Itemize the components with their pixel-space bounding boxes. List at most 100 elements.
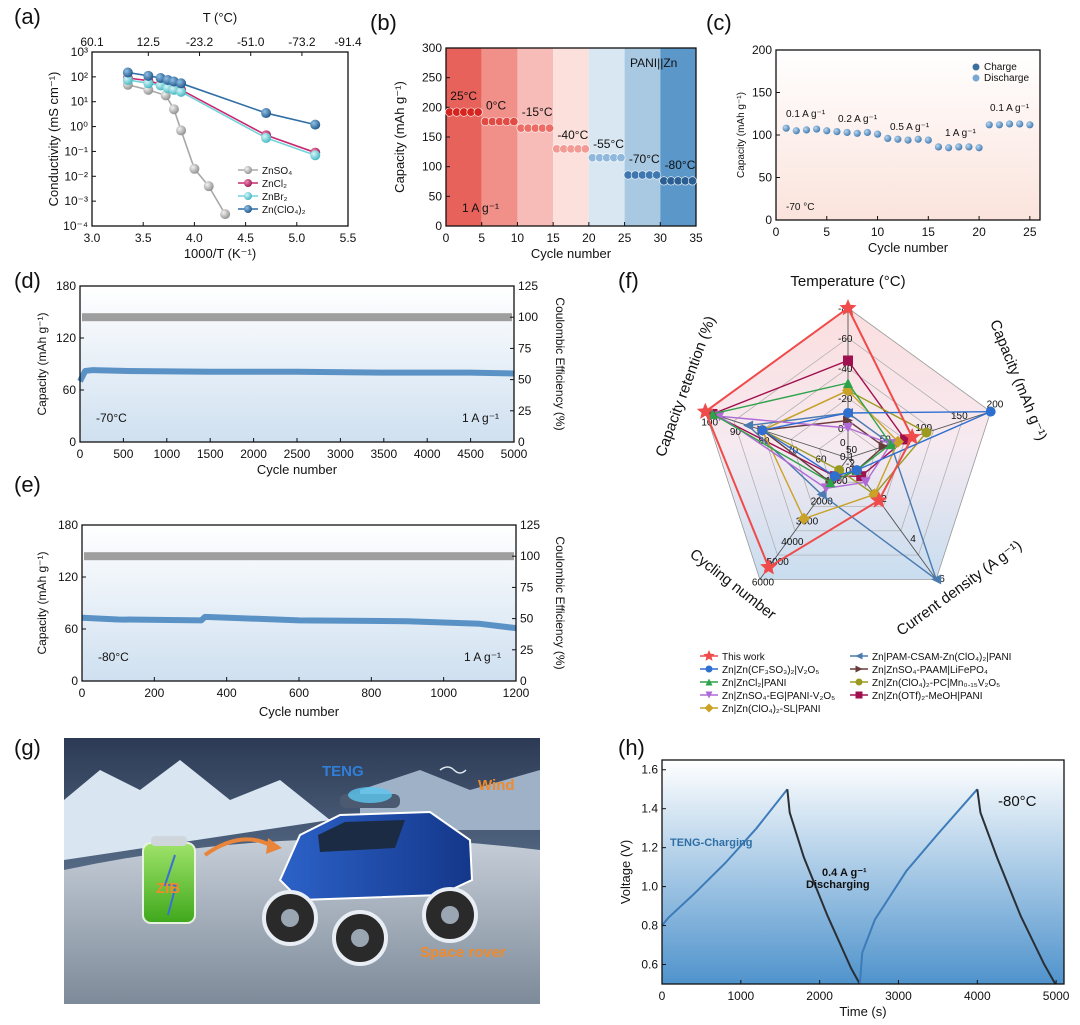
y-tick-label: 10⁰ xyxy=(70,120,88,134)
charge-curve-2 xyxy=(858,788,979,985)
x-tick-label: 5 xyxy=(823,225,830,239)
temperature-label: -70 °C xyxy=(786,202,814,213)
x-tick-label: 1200 xyxy=(503,686,530,700)
data-point xyxy=(122,74,133,85)
capacity-point xyxy=(473,107,483,117)
capacity-point xyxy=(975,144,983,152)
radar-axis-capacity: Capacity (mAh g⁻¹) xyxy=(986,317,1050,443)
radar-grid-ring xyxy=(761,367,935,532)
top-tick-label: -51.0 xyxy=(237,35,265,49)
capacity-point xyxy=(914,135,922,143)
y-tick-label: 250 xyxy=(422,71,442,85)
capacity-point xyxy=(782,124,790,132)
capacity-point xyxy=(843,128,851,137)
radar-center-label: 0.1 xyxy=(840,452,854,463)
panel-label-f: (f) xyxy=(618,268,639,293)
y-tick-label: 200 xyxy=(752,43,772,57)
capacity-point xyxy=(955,143,963,151)
series-marker xyxy=(760,558,778,575)
data-point xyxy=(122,67,133,78)
capacity-point xyxy=(945,144,953,152)
capacity-point xyxy=(823,127,831,135)
y-tick-label: 50 xyxy=(759,171,773,185)
coulombic-efficiency-band xyxy=(82,313,512,322)
series-marker xyxy=(856,471,867,482)
panel-label-d: (d) xyxy=(14,268,41,293)
x-tick-label: 5000 xyxy=(501,447,528,461)
legend-marker-charge xyxy=(972,63,980,71)
capacity-point xyxy=(894,135,902,143)
legend-label: ZnCl₂ xyxy=(262,179,287,190)
y-axis-title: Capacity (mAh g⁻¹) xyxy=(392,81,407,193)
y-tick-label: 150 xyxy=(752,86,772,100)
x-tick-label: 10 xyxy=(511,231,525,245)
y-tick-label: 150 xyxy=(422,130,442,144)
temperature-label: -15°C xyxy=(522,105,553,119)
x-tick-label: 2000 xyxy=(806,989,833,1003)
radar-center-label: 50 xyxy=(846,445,858,456)
series-marker xyxy=(816,489,827,500)
y-right-axis-title: Coulombic Efficiency (%) xyxy=(553,297,567,430)
series-marker xyxy=(797,512,810,525)
radar-series-polygon xyxy=(760,410,991,477)
wind-swirl-icon xyxy=(439,766,467,774)
wheel-hub xyxy=(351,929,369,947)
x-tick-label: 1500 xyxy=(197,447,224,461)
y-tick-label: 300 xyxy=(422,41,442,55)
capacity-point xyxy=(904,136,912,144)
capacity-point xyxy=(616,153,626,163)
rate-label: 0.5 A g⁻¹ xyxy=(890,122,930,133)
capacity-point xyxy=(873,130,882,138)
series-marker xyxy=(829,471,840,482)
y-tick-label: 0 xyxy=(71,674,78,688)
x-tick-label: 0 xyxy=(443,231,450,245)
x-tick-label: 35 xyxy=(689,231,703,245)
legend-label: Zn|PAM-CSAM-Zn(ClO₄)₂|PANI xyxy=(872,652,1011,663)
capacity-point xyxy=(792,127,800,135)
y-right-tick-label: 25 xyxy=(518,404,532,418)
data-point xyxy=(168,104,179,115)
capacity-point xyxy=(924,136,932,144)
wheel-hub xyxy=(441,906,459,924)
y-tick-label: 10¹ xyxy=(71,95,88,109)
series-marker xyxy=(703,650,715,661)
series-marker xyxy=(931,574,942,585)
rate-label: 1 A g⁻¹ xyxy=(462,411,499,425)
x-tick-label: 0 xyxy=(77,447,84,461)
x-tick-label: 4.0 xyxy=(186,231,203,245)
x-axis-title: 1000/T (K⁻¹) xyxy=(184,246,256,261)
top-tick-label: 60.1 xyxy=(80,35,104,49)
series-marker xyxy=(851,465,862,476)
charge-label: TENG-Charging xyxy=(670,837,753,849)
panel-label-h: (h) xyxy=(618,735,645,760)
temperature-label: 25°C xyxy=(450,89,477,103)
y-right-tick-label: 75 xyxy=(520,580,534,594)
capacity-point xyxy=(985,121,993,129)
series-marker xyxy=(714,411,725,422)
y-tick-label: 0.8 xyxy=(641,919,658,933)
series-marker xyxy=(843,378,853,388)
x-axis-title: Time (s) xyxy=(839,1004,886,1019)
plot-background xyxy=(80,286,514,442)
y-tick-label: 0.6 xyxy=(641,958,658,972)
legend-label: Zn|Zn(OTf)₂-MeOH|PANI xyxy=(872,691,983,702)
y-tick-label: 120 xyxy=(56,331,76,345)
temperature-label: 0°C xyxy=(486,99,506,113)
arrow-head-icon xyxy=(266,838,282,854)
rate-label: 0.1 A g⁻¹ xyxy=(990,103,1030,114)
capacity-point xyxy=(1026,121,1034,129)
plot-background xyxy=(82,525,516,681)
series-marker xyxy=(839,299,857,316)
legend-label: Zn|Zn(ClO₄)₂-PC|Mn₀.₁₅V₂O₅ xyxy=(872,678,1000,689)
rate-label: 1 A g⁻¹ xyxy=(464,650,501,664)
rate-label: 1 A g⁻¹ xyxy=(945,128,977,139)
series-marker xyxy=(891,435,904,448)
x-tick-label: 0 xyxy=(79,686,86,700)
legend-label: ZnBr₂ xyxy=(262,192,288,203)
y-tick-label: 120 xyxy=(58,570,78,584)
series-marker xyxy=(903,428,921,445)
radar-axis-retention: Capacity retention (%) xyxy=(652,314,719,459)
series-marker xyxy=(870,491,888,508)
series-marker xyxy=(843,423,853,433)
series-marker xyxy=(704,703,714,713)
